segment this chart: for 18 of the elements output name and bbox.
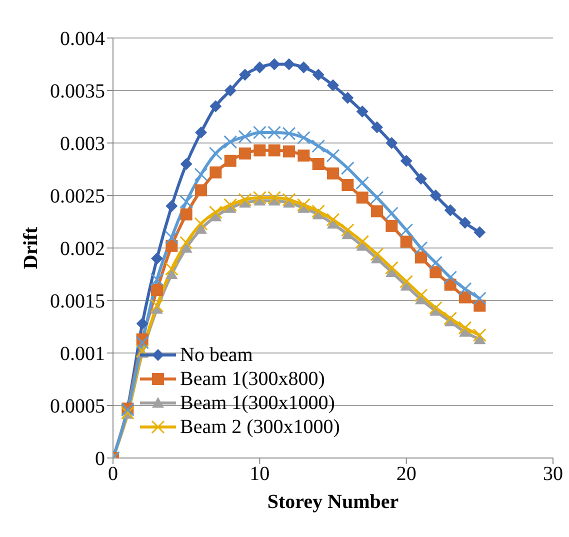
x-tick-label: 10	[250, 463, 270, 486]
y-tick-label: 0.002	[60, 238, 105, 260]
legend-label: No beam	[180, 343, 253, 367]
legend-label: Beam 1(300x1000)	[180, 391, 335, 415]
y-tick-label: 0.0035	[50, 80, 105, 103]
x-tick-label: 30	[543, 463, 563, 486]
legend-label: Beam 2 (300x1000)	[180, 415, 340, 439]
x-tick-label: 20	[396, 463, 416, 486]
y-tick-label: 0	[95, 448, 105, 470]
y-tick-label: 0.003	[60, 133, 105, 156]
y-tick-label: 0.0025	[50, 186, 105, 208]
y-tick-label: 0.0015	[50, 290, 105, 313]
y-tick-label: 0.001	[60, 343, 105, 366]
y-tick-label: 0.0005	[50, 396, 105, 418]
y-axis-title: Drift	[20, 226, 42, 270]
x-axis-title: Storey Number	[267, 491, 399, 513]
y-tick-label: 0.004	[60, 28, 105, 50]
legend-label: Beam 1(300x800)	[180, 367, 325, 391]
